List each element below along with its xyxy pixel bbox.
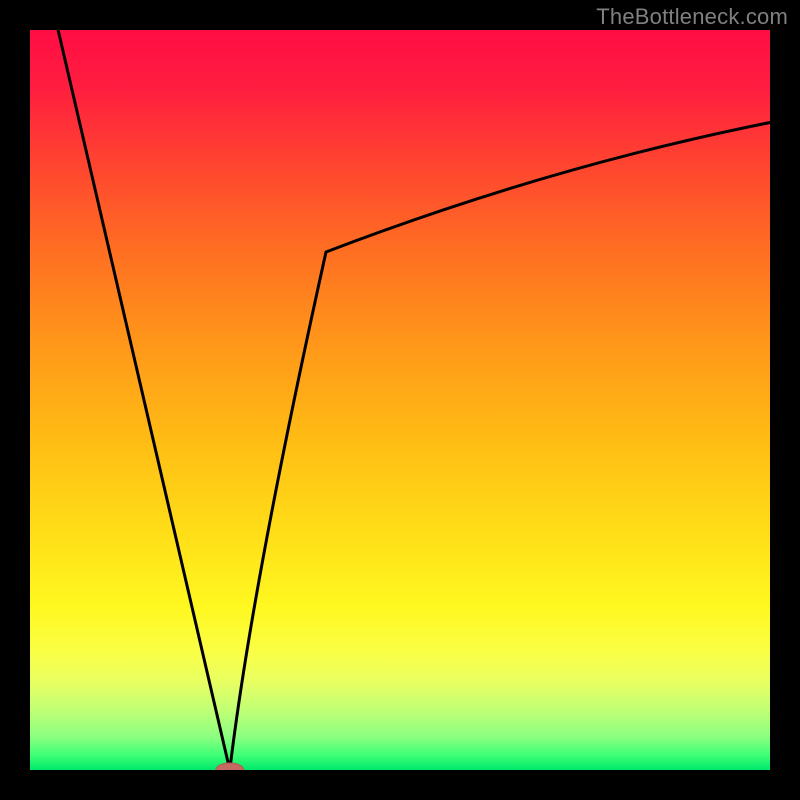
- frame-right: [770, 0, 800, 800]
- plot-background: [30, 30, 770, 770]
- frame-left: [0, 0, 30, 800]
- frame-bottom: [0, 770, 800, 800]
- bottleneck-chart: [0, 0, 800, 800]
- watermark-text: TheBottleneck.com: [596, 4, 788, 30]
- chart-container: TheBottleneck.com: [0, 0, 800, 800]
